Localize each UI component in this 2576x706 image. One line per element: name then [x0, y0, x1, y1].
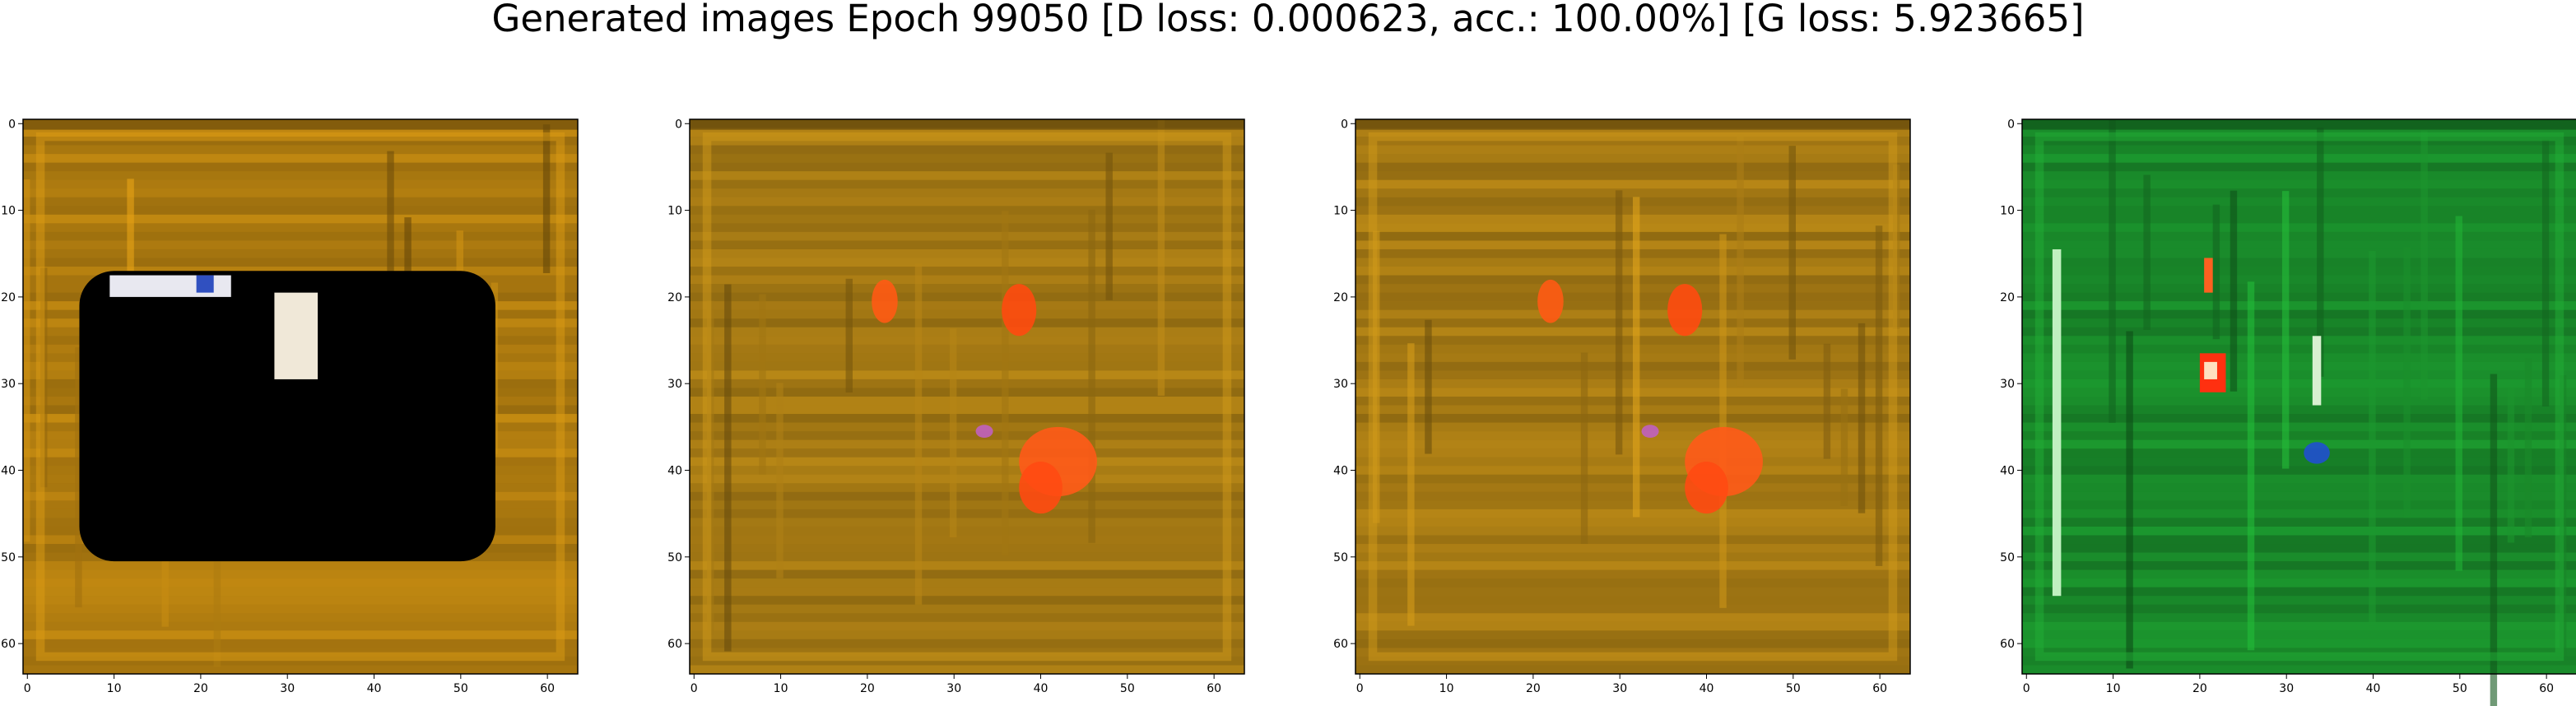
y-tick-label: 60	[1, 638, 16, 651]
image-panel-4: 0 10 20 30 40 50 60 0 10 20 30 40 50 60	[2021, 118, 2576, 676]
image-feature-3	[2304, 442, 2330, 463]
image-texture	[1355, 119, 1910, 674]
y-tick-label: 50	[667, 551, 682, 564]
y-tick-label: 0	[675, 118, 682, 131]
image-feature-4	[2053, 249, 2062, 596]
image-feature-5	[1642, 425, 1659, 438]
x-tick-label: 30	[1612, 682, 1627, 695]
y-tick-label: 0	[2007, 118, 2015, 131]
y-tick-label: 40	[1, 465, 16, 478]
x-tick-label: 30	[280, 682, 295, 695]
y-tick-label: 40	[667, 465, 682, 478]
y-tick-label: 30	[2000, 378, 2015, 391]
x-tick-label: 30	[946, 682, 961, 695]
x-tick-label: 40	[1034, 682, 1049, 695]
x-tick-label: 60	[1207, 682, 1221, 695]
x-tick-label: 40	[367, 682, 382, 695]
image-texture	[2022, 119, 2576, 706]
image-feature-2	[2204, 362, 2217, 379]
y-tick-label: 0	[1341, 118, 1348, 131]
x-tick-label: 20	[1526, 682, 1541, 695]
x-tick-label: 60	[1872, 682, 1887, 695]
x-tick-label: 0	[24, 682, 31, 695]
y-tick-label: 30	[667, 378, 682, 391]
y-tick-label: 20	[1, 291, 16, 304]
x-tick-label: 10	[774, 682, 788, 695]
x-tick-label: 20	[2192, 682, 2207, 695]
x-tick-label: 0	[690, 682, 698, 695]
image-feature-6	[2204, 258, 2213, 293]
image-feature-2	[1537, 280, 1564, 323]
y-tick-label: 40	[2000, 465, 2015, 478]
y-tick-label: 10	[1333, 205, 1348, 218]
x-tick-label: 10	[2106, 682, 2121, 695]
x-tick-label: 50	[1120, 682, 1135, 695]
image-panel-2: 0 10 20 30 40 50 60 0 10 20 30 40 50 60	[689, 118, 1247, 676]
image-panel-1: 0 10 20 30 40 50 60 0 10 20 30 40 50 60	[22, 118, 580, 676]
image-feature-1	[1667, 284, 1702, 336]
x-tick-label: 20	[193, 682, 208, 695]
figure-title: Generated images Epoch 99050 [D loss: 0.…	[0, 0, 2576, 37]
y-tick-label: 20	[1333, 291, 1348, 304]
image-feature-2	[274, 293, 318, 379]
y-tick-label: 60	[667, 638, 682, 651]
x-tick-label: 10	[1439, 682, 1454, 695]
y-tick-label: 10	[2000, 205, 2015, 218]
image-feature-5	[2313, 336, 2322, 405]
y-tick-label: 0	[8, 118, 16, 131]
y-tick-label: 50	[2000, 551, 2015, 564]
x-tick-label: 50	[2453, 682, 2467, 695]
x-tick-label: 40	[2366, 682, 2381, 695]
image-texture	[690, 119, 1244, 674]
y-tick-label: 20	[667, 291, 682, 304]
image-feature-4	[1019, 462, 1062, 513]
x-tick-label: 30	[2279, 682, 2294, 695]
image-feature-2	[872, 280, 898, 323]
x-tick-label: 60	[2539, 682, 2554, 695]
image-feature-5	[976, 425, 993, 438]
x-tick-label: 20	[860, 682, 875, 695]
y-tick-label: 60	[1333, 638, 1348, 651]
image-feature-4	[197, 276, 214, 293]
y-tick-label: 30	[1333, 378, 1348, 391]
x-tick-label: 50	[453, 682, 468, 695]
image-panel-3: 0 10 20 30 40 50 60 0 10 20 30 40 50 60	[1355, 118, 1913, 676]
y-tick-label: 60	[2000, 638, 2015, 651]
image-feature-4	[1685, 462, 1728, 513]
y-tick-label: 40	[1333, 465, 1348, 478]
y-tick-label: 10	[1, 205, 16, 218]
y-tick-label: 20	[2000, 291, 2015, 304]
y-tick-label: 30	[1, 378, 16, 391]
y-tick-label: 50	[1333, 551, 1348, 564]
image-feature-1	[1002, 284, 1036, 336]
y-tick-label: 10	[667, 205, 682, 218]
x-tick-label: 60	[540, 682, 555, 695]
x-tick-label: 10	[107, 682, 122, 695]
y-tick-label: 50	[1, 551, 16, 564]
x-tick-label: 0	[2023, 682, 2030, 695]
x-tick-label: 50	[1786, 682, 1801, 695]
x-tick-label: 40	[1700, 682, 1714, 695]
x-tick-label: 0	[1356, 682, 1364, 695]
